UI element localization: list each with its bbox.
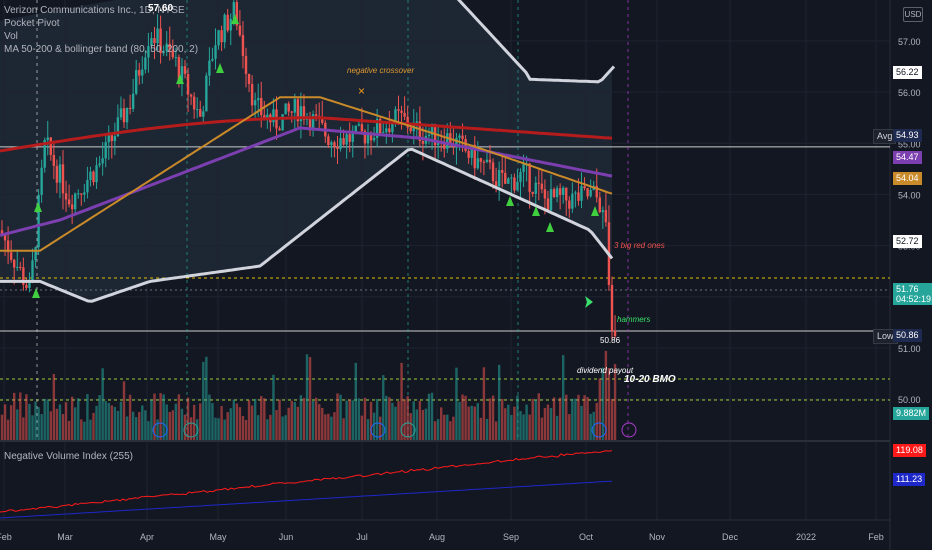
x-tick-label: May xyxy=(209,532,227,542)
x-tick-label: 2022 xyxy=(796,532,816,542)
high-annotation: 57.60 xyxy=(148,3,174,14)
x-tick-label: Feb xyxy=(868,532,884,542)
legend-pocket-pivot[interactable]: Pocket Pivot xyxy=(4,18,60,29)
currency-badge[interactable]: USD xyxy=(903,7,923,22)
x-tick-label: Nov xyxy=(649,532,666,542)
big-red-annotation: 3 big red ones xyxy=(614,241,665,250)
candles xyxy=(0,0,617,341)
bb-lower-tag: 52.72 xyxy=(893,235,922,248)
y-tick-label: 50.00 xyxy=(898,395,921,405)
bollinger-lower xyxy=(0,147,614,303)
x-tick-label: Aug xyxy=(429,532,445,542)
x-tick-label: Mar xyxy=(57,532,73,542)
ma-200-line xyxy=(0,116,613,153)
ma-purple-line xyxy=(0,126,613,237)
x-tick-label: Oct xyxy=(579,532,594,542)
y-tick-label: 57.00 xyxy=(898,37,921,47)
volume-tag: 9.882M xyxy=(893,407,930,420)
x-tick-label: Feb xyxy=(0,532,12,542)
last-price-value: 51.76 xyxy=(896,284,919,294)
low-annotation: 50.86 xyxy=(600,336,621,345)
nvi-red-line xyxy=(0,450,613,513)
countdown-value: 04:52:19 xyxy=(896,294,932,304)
nvi-title[interactable]: Negative Volume Index (255) xyxy=(4,451,133,462)
bb-upper-tag: 56.22 xyxy=(893,66,922,79)
x-tick-label: Jul xyxy=(356,532,368,542)
time-axis[interactable]: Feb Mar Apr May Jun Jul Aug Sep Oct Nov Dec 2022 Feb xyxy=(0,532,884,542)
legend-vol[interactable]: Vol xyxy=(4,31,18,42)
purple-ma-tag: 54.47 xyxy=(893,151,922,164)
svg-text:×: × xyxy=(358,84,365,98)
signal-markers: × xyxy=(32,14,637,438)
nvi-red-tag: 119.08 xyxy=(893,444,926,457)
y-tick-label: 54.00 xyxy=(898,190,921,200)
hammers-annotation: hammers xyxy=(617,315,651,324)
chart-legend: Verizon Communications Inc., 1D, NYSE Po… xyxy=(4,4,198,56)
avg-value-tag: 54.93 xyxy=(893,129,922,142)
x-tick-label: Dec xyxy=(722,532,739,542)
negative-crossover-annotation: negative crossover xyxy=(347,66,415,75)
x-tick-label: Sep xyxy=(503,532,519,542)
volume-bars xyxy=(0,350,617,440)
nvi-blue-tag: 111.23 xyxy=(893,473,926,486)
x-tick-label: Apr xyxy=(140,532,154,542)
y-tick-label: 51.00 xyxy=(898,344,921,354)
low-value-tag: 50.86 xyxy=(893,329,922,342)
x-tick-label: Jun xyxy=(279,532,294,542)
bollinger-fill xyxy=(0,0,612,302)
bmo-annotation: 10-20 BMO xyxy=(624,374,676,385)
ma-orange-line xyxy=(0,96,613,252)
bollinger-upper xyxy=(456,0,616,84)
last-price-tag: 51.76 04:52:19 xyxy=(893,283,932,305)
nvi-blue-line xyxy=(0,480,613,519)
legend-symbol[interactable]: Verizon Communications Inc., 1D, NYSE xyxy=(4,5,185,16)
orange-ma-tag: 54.04 xyxy=(893,172,922,185)
legend-ma-bb[interactable]: MA 50-200 & bollinger band (80, 50, 200,… xyxy=(4,44,199,55)
dividend-annotation: dividend payout xyxy=(577,366,634,375)
y-tick-label: 56.00 xyxy=(898,88,921,98)
dashed-markers xyxy=(36,0,629,440)
y-tick-label: 55.00 xyxy=(898,139,921,149)
